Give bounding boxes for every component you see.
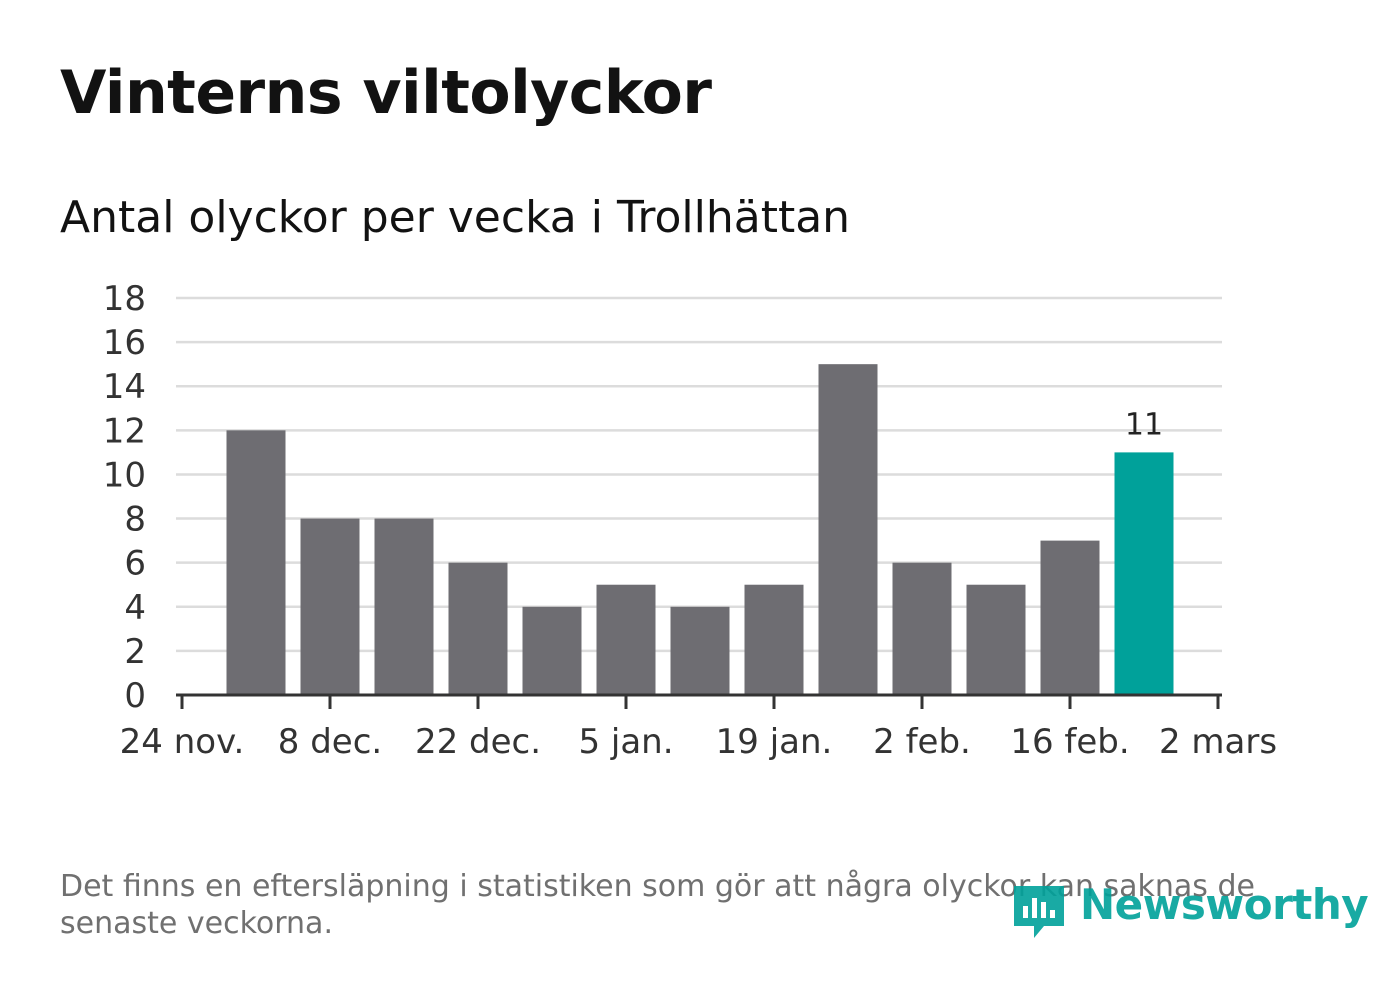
y-tick-label: 12 xyxy=(103,411,146,451)
x-tick-label: 24 nov. xyxy=(120,722,245,762)
x-tick-label: 2 mars xyxy=(1159,722,1277,762)
bar xyxy=(818,364,878,695)
y-tick-label: 2 xyxy=(124,632,146,672)
x-axis-ticks: 24 nov. 8 dec. 22 dec. 5 jan. 19 jan. 2 feb. 1… xyxy=(120,695,1277,762)
chart-title: Vinterns viltolyckor xyxy=(60,58,712,128)
x-tick-label: 16 feb. xyxy=(1010,722,1129,762)
x-tick-label: 2 feb. xyxy=(873,722,971,762)
chart-subtitle: Antal olyckor per vecka i Trollhättan xyxy=(60,192,851,243)
data-labels: 11 xyxy=(1125,407,1163,442)
x-tick-label: 19 jan. xyxy=(716,722,833,762)
bar xyxy=(522,606,582,695)
x-tick-label: 8 dec. xyxy=(278,722,382,762)
bar xyxy=(1040,540,1100,695)
bar xyxy=(892,562,952,695)
bar xyxy=(300,518,360,695)
data-label: 11 xyxy=(1125,407,1163,442)
bar xyxy=(966,584,1026,695)
bar xyxy=(448,562,508,695)
bar xyxy=(226,430,286,695)
y-tick-label: 8 xyxy=(124,500,146,540)
y-tick-label: 14 xyxy=(103,367,146,407)
newsworthy-logo-text: Newsworthy xyxy=(1080,880,1369,929)
y-tick-label: 0 xyxy=(124,676,146,716)
gridlines xyxy=(176,296,1222,653)
bar xyxy=(596,584,656,695)
bar xyxy=(1114,452,1174,695)
bars xyxy=(226,364,1174,695)
y-tick-label: 18 xyxy=(103,279,146,319)
y-tick-label: 6 xyxy=(124,544,146,584)
x-tick-label: 22 dec. xyxy=(415,722,541,762)
newsworthy-logo: Newsworthy xyxy=(1010,880,1369,944)
y-tick-label: 10 xyxy=(103,455,146,495)
newsworthy-logo-icon xyxy=(1014,886,1064,938)
bar xyxy=(374,518,434,695)
x-tick-label: 5 jan. xyxy=(578,722,673,762)
bar xyxy=(670,606,730,695)
bar xyxy=(744,584,804,695)
y-tick-label: 4 xyxy=(124,588,146,628)
y-tick-label: 16 xyxy=(103,323,146,363)
